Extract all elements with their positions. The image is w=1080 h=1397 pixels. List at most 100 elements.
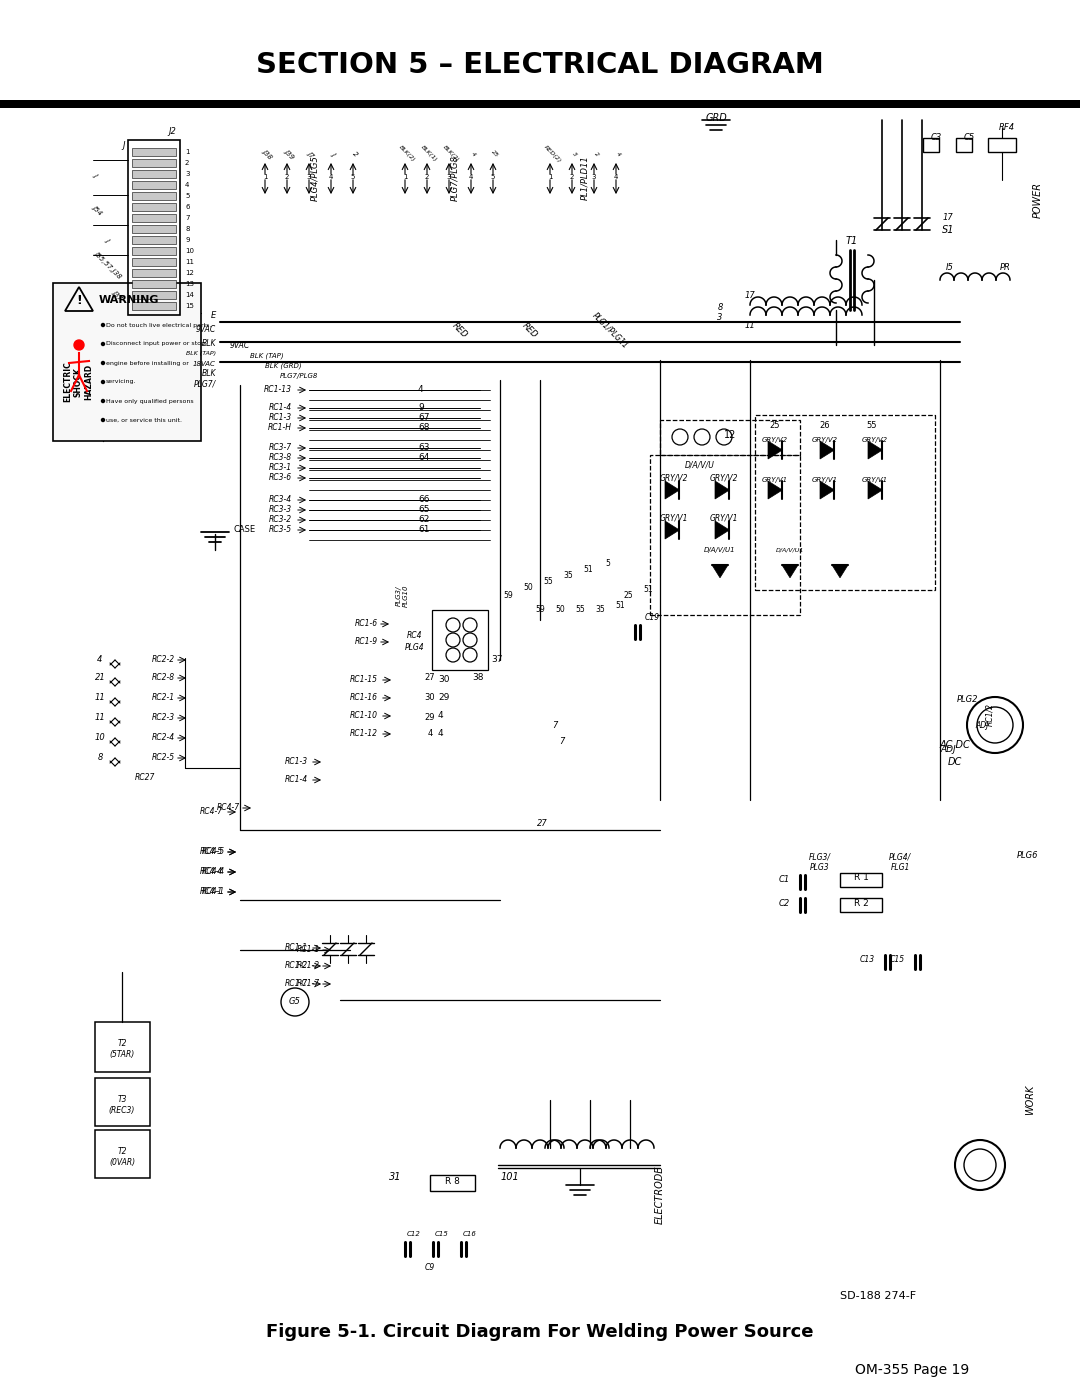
Text: AC DC: AC DC (940, 740, 970, 750)
Text: 8: 8 (97, 753, 103, 763)
Text: D/A/V/U1: D/A/V/U1 (704, 548, 735, 553)
Text: servicing.: servicing. (106, 380, 136, 384)
Text: ELECTRIC
SHOCK
HAZARD: ELECTRIC SHOCK HAZARD (63, 362, 93, 402)
Text: PR: PR (1000, 264, 1011, 272)
Polygon shape (712, 564, 728, 578)
Text: 64: 64 (418, 454, 430, 462)
Text: RC4-1: RC4-1 (200, 887, 222, 897)
Text: RC2-3: RC2-3 (152, 714, 175, 722)
Text: RC1-1: RC1-1 (285, 943, 308, 953)
Text: RC3-2: RC3-2 (269, 515, 292, 524)
Text: 1: 1 (548, 175, 552, 180)
Bar (132, 302, 176, 310)
Text: 101: 101 (501, 1172, 519, 1182)
Bar (0, 101, 1080, 108)
Text: OM-355 Page 19: OM-355 Page 19 (855, 1363, 969, 1377)
Text: RC3-6: RC3-6 (269, 474, 292, 482)
Text: WORK: WORK (1025, 1085, 1035, 1115)
Text: Figure 5-1. Circuit Diagram For Welding Power Source: Figure 5-1. Circuit Diagram For Welding … (267, 1323, 813, 1341)
Text: BLK (TAP): BLK (TAP) (249, 353, 284, 359)
Text: Disconnect input power or stop: Disconnect input power or stop (106, 341, 205, 346)
Text: PLG7/: PLG7/ (193, 380, 216, 388)
Text: J: J (122, 141, 125, 149)
Text: use, or service this unit.: use, or service this unit. (106, 418, 183, 422)
Text: 4: 4 (418, 386, 423, 394)
Text: 1: 1 (262, 175, 267, 180)
Text: DC: DC (948, 757, 962, 767)
Text: GRY/V2: GRY/V2 (862, 437, 888, 443)
Text: 11: 11 (744, 320, 755, 330)
Bar (95, 1078, 150, 1126)
Bar (923, 138, 939, 152)
Text: RC1-12: RC1-12 (350, 729, 378, 739)
Text: 11: 11 (185, 258, 194, 265)
Bar (430, 1175, 475, 1192)
Text: BLK (GRD): BLK (GRD) (265, 363, 301, 369)
Text: 5: 5 (606, 560, 610, 569)
Text: 21: 21 (95, 673, 106, 683)
Text: 3: 3 (592, 175, 596, 180)
Text: GRY/V1: GRY/V1 (762, 476, 788, 483)
Text: PLG6: PLG6 (1017, 851, 1039, 859)
Text: 27: 27 (537, 819, 548, 827)
Text: 12: 12 (185, 270, 194, 277)
Text: RC3-1: RC3-1 (269, 464, 292, 472)
Text: J37: J37 (111, 289, 123, 302)
Text: 25: 25 (623, 591, 633, 599)
Text: 61: 61 (418, 525, 430, 535)
Text: C1: C1 (779, 876, 789, 884)
Text: 7: 7 (185, 215, 189, 221)
Text: 3: 3 (447, 175, 451, 180)
Text: RC3-8: RC3-8 (269, 454, 292, 462)
Text: RED: RED (450, 320, 470, 339)
Text: 66: 66 (418, 496, 430, 504)
Text: GRY/V1: GRY/V1 (710, 514, 739, 522)
Bar (132, 291, 176, 299)
Text: 3: 3 (571, 151, 577, 158)
Text: 35: 35 (563, 571, 572, 581)
Circle shape (102, 400, 105, 402)
Text: 11: 11 (95, 714, 106, 722)
Text: RC27: RC27 (135, 774, 156, 782)
Text: RC1-2: RC1-2 (297, 961, 320, 971)
Text: 55: 55 (867, 420, 877, 429)
Text: 55: 55 (543, 577, 553, 587)
Bar (132, 247, 176, 256)
Text: ELECTRODE: ELECTRODE (654, 1166, 665, 1224)
Bar (132, 182, 176, 189)
Text: 65: 65 (418, 506, 430, 514)
Text: T2
(0VAR): T2 (0VAR) (109, 1147, 135, 1166)
Text: 5: 5 (490, 175, 496, 180)
Text: 10: 10 (95, 733, 106, 742)
Text: 5: 5 (185, 193, 189, 198)
Bar (53, 284, 201, 441)
Text: J: J (330, 151, 336, 156)
Text: GRY/V2: GRY/V2 (710, 474, 739, 482)
Text: RC4-4: RC4-4 (200, 868, 222, 876)
Text: T2
(5TAR): T2 (5TAR) (109, 1039, 135, 1059)
Text: 50: 50 (523, 584, 532, 592)
Text: GRY/V1: GRY/V1 (812, 476, 838, 483)
Text: 2: 2 (185, 161, 189, 166)
Text: 17: 17 (943, 214, 954, 222)
Text: RC1-2: RC1-2 (285, 961, 308, 971)
Bar (132, 170, 176, 177)
Text: 4: 4 (438, 729, 444, 739)
Text: 4: 4 (470, 151, 476, 158)
Text: BLK (TAP): BLK (TAP) (186, 352, 216, 356)
Text: 9VAC: 9VAC (230, 341, 251, 351)
Text: RC3-7: RC3-7 (269, 443, 292, 453)
Bar (132, 148, 176, 156)
Text: SD-188 274-F: SD-188 274-F (840, 1291, 916, 1301)
Text: PLG4/
FLG1: PLG4/ FLG1 (889, 852, 912, 872)
Text: J39: J39 (283, 148, 295, 161)
Text: BLK: BLK (202, 339, 216, 348)
Circle shape (102, 324, 105, 327)
Polygon shape (868, 441, 882, 460)
Text: 13: 13 (185, 281, 194, 286)
Text: R 1: R 1 (853, 873, 868, 883)
Text: 25: 25 (490, 149, 500, 159)
Text: RC2-8: RC2-8 (152, 673, 175, 683)
Text: 8: 8 (185, 226, 189, 232)
Text: 9: 9 (185, 237, 189, 243)
